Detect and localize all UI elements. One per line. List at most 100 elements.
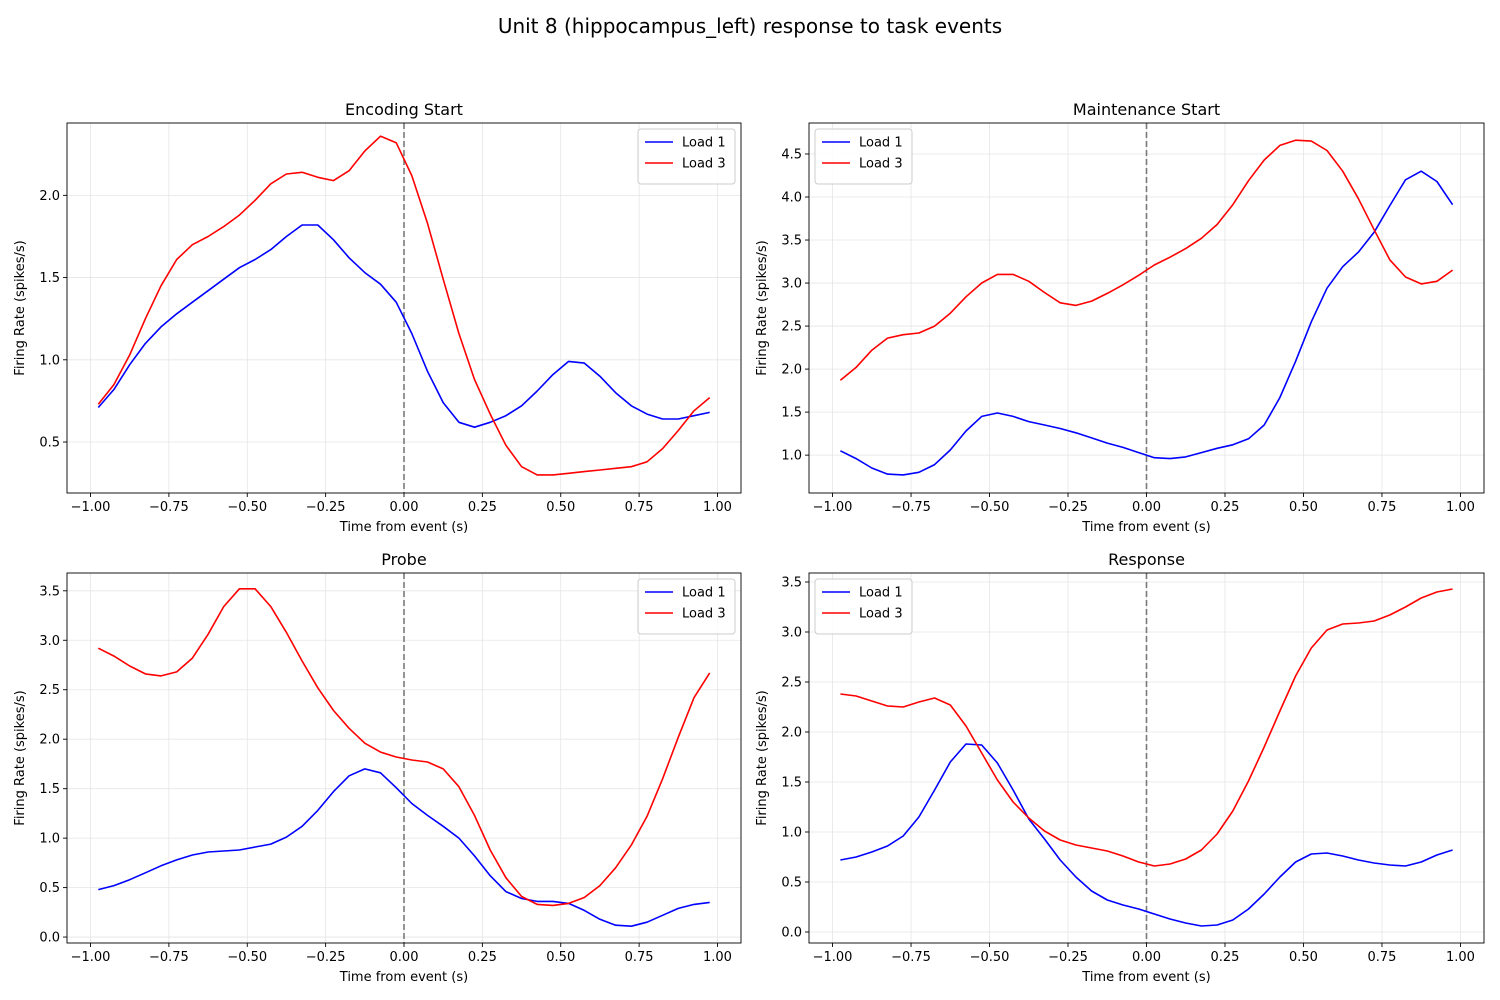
x-tick-label: 1.00 <box>1446 950 1475 965</box>
x-axis-label: Time from event (s) <box>339 970 468 985</box>
y-tick-label: 3.0 <box>39 634 60 649</box>
subplot-title: Probe <box>381 550 426 569</box>
series-line-load-1 <box>840 743 1453 927</box>
y-tick-label: 2.0 <box>781 363 802 378</box>
legend-label: Load 3 <box>859 157 903 172</box>
legend-label: Load 3 <box>859 607 903 622</box>
x-tick-label: 0.75 <box>625 500 654 515</box>
x-tick-label: −1.00 <box>813 500 853 515</box>
legend: Load 1 Load 3 <box>814 578 913 635</box>
legend-label: Load 3 <box>682 157 726 172</box>
y-axis-label: Firing Rate (spikes/s) <box>13 690 28 825</box>
y-tick-label: 4.5 <box>781 147 802 162</box>
figure-title: Unit 8 (hippocampus_left) response to ta… <box>497 14 1003 38</box>
y-tick-label: 1.0 <box>39 353 60 368</box>
y-tick-label: 3.0 <box>781 277 802 292</box>
x-tick-label: −1.00 <box>71 950 111 965</box>
legend-label: Load 3 <box>682 607 726 622</box>
x-tick-label: −0.50 <box>970 500 1010 515</box>
x-tick-label: −0.50 <box>227 500 267 515</box>
series-line-load-3 <box>840 588 1453 867</box>
legend: Load 1 Load 3 <box>814 128 913 185</box>
legend: Load 1 Load 3 <box>637 128 736 185</box>
x-tick-label: 0.50 <box>546 500 575 515</box>
legend-label: Load 1 <box>682 136 726 151</box>
y-tick-label: 1.0 <box>781 449 802 464</box>
y-tick-label: 2.0 <box>39 733 60 748</box>
series-line-load-3 <box>97 135 711 476</box>
legend: Load 1 Load 3 <box>637 578 736 635</box>
subplot-4: −1.00 −0.75 −0.50 −0.25 0.00 0.25 0.50 0.75 1.00… <box>755 550 1485 985</box>
x-tick-label: −0.25 <box>306 950 346 965</box>
y-tick-label: 2.0 <box>39 189 60 204</box>
y-tick-label: 3.0 <box>781 626 802 641</box>
y-tick-label: 0.5 <box>39 881 60 896</box>
y-tick-label: 0.5 <box>781 876 802 891</box>
x-tick-label: 0.00 <box>1132 500 1161 515</box>
legend-label: Load 1 <box>859 136 903 151</box>
x-tick-label: 0.25 <box>468 500 497 515</box>
x-tick-label: 0.25 <box>1211 500 1240 515</box>
y-tick-label: 1.0 <box>781 826 802 841</box>
y-tick-label: 1.5 <box>39 271 60 286</box>
x-axis-label: Time from event (s) <box>339 520 468 535</box>
subplot-1: −1.00 −0.75 −0.50 −0.25 0.00 0.25 0.50 0.75 1.00… <box>13 100 742 535</box>
y-tick-label: 2.5 <box>781 676 802 691</box>
y-tick-label: 2.0 <box>781 726 802 741</box>
series-line-load-1 <box>98 768 710 928</box>
x-tick-label: −0.25 <box>306 500 346 515</box>
x-tick-label: 0.50 <box>1289 950 1318 965</box>
x-tick-label: 1.00 <box>703 500 732 515</box>
y-tick-label: 2.5 <box>39 683 60 698</box>
x-tick-label: 0.00 <box>390 950 419 965</box>
y-tick-label: 3.5 <box>781 234 802 249</box>
y-tick-label: 0.0 <box>781 926 802 941</box>
legend-label: Load 1 <box>859 586 903 601</box>
series-line-load-1 <box>97 224 710 429</box>
x-tick-label: −1.00 <box>813 950 853 965</box>
subplot-2: −1.00 −0.75 −0.50 −0.25 0.00 0.25 0.50 0.75 1.00… <box>755 100 1485 535</box>
y-tick-label: 3.5 <box>39 584 60 599</box>
series-line-load-3 <box>839 139 1454 381</box>
x-tick-label: 0.50 <box>1289 500 1318 515</box>
x-tick-label: 0.25 <box>1211 950 1240 965</box>
x-tick-label: 0.75 <box>1367 500 1396 515</box>
x-tick-label: 0.00 <box>1132 950 1161 965</box>
x-tick-label: −0.75 <box>149 500 189 515</box>
x-tick-label: 0.75 <box>1367 950 1396 965</box>
y-tick-label: 1.5 <box>39 782 60 797</box>
y-tick-label: 3.5 <box>781 576 802 591</box>
y-tick-label: 0.5 <box>39 436 60 451</box>
x-tick-label: −0.25 <box>1048 950 1088 965</box>
y-axis-label: Firing Rate (spikes/s) <box>755 240 770 375</box>
legend-label: Load 1 <box>682 586 726 601</box>
series-line-load-3 <box>97 587 711 907</box>
y-axis-label: Firing Rate (spikes/s) <box>13 240 28 375</box>
y-tick-label: 1.5 <box>781 776 802 791</box>
x-tick-label: 0.25 <box>468 950 497 965</box>
x-tick-label: −0.75 <box>891 950 931 965</box>
y-tick-label: 1.5 <box>781 406 802 421</box>
x-tick-label: −0.75 <box>891 500 931 515</box>
y-tick-label: 0.0 <box>39 931 60 946</box>
subplot-title: Maintenance Start <box>1073 100 1220 119</box>
x-tick-label: 1.00 <box>1446 500 1475 515</box>
x-tick-label: −0.50 <box>227 950 267 965</box>
series-line-load-1 <box>840 170 1454 476</box>
x-tick-label: 1.00 <box>703 950 732 965</box>
y-tick-label: 4.0 <box>781 191 802 206</box>
x-tick-label: 0.00 <box>390 500 419 515</box>
x-axis-label: Time from event (s) <box>1081 520 1210 535</box>
subplot-3: −1.00 −0.75 −0.50 −0.25 0.00 0.25 0.50 0.75 1.00… <box>13 550 742 985</box>
y-axis-label: Firing Rate (spikes/s) <box>755 690 770 825</box>
x-tick-label: 0.75 <box>625 950 654 965</box>
y-tick-label: 1.0 <box>39 832 60 847</box>
x-tick-label: −0.50 <box>970 950 1010 965</box>
x-tick-label: −1.00 <box>71 500 111 515</box>
subplot-title: Response <box>1108 550 1185 569</box>
x-tick-label: −0.75 <box>149 950 189 965</box>
y-tick-label: 2.5 <box>781 320 802 335</box>
x-axis-label: Time from event (s) <box>1081 970 1210 985</box>
x-tick-label: 0.50 <box>546 950 575 965</box>
